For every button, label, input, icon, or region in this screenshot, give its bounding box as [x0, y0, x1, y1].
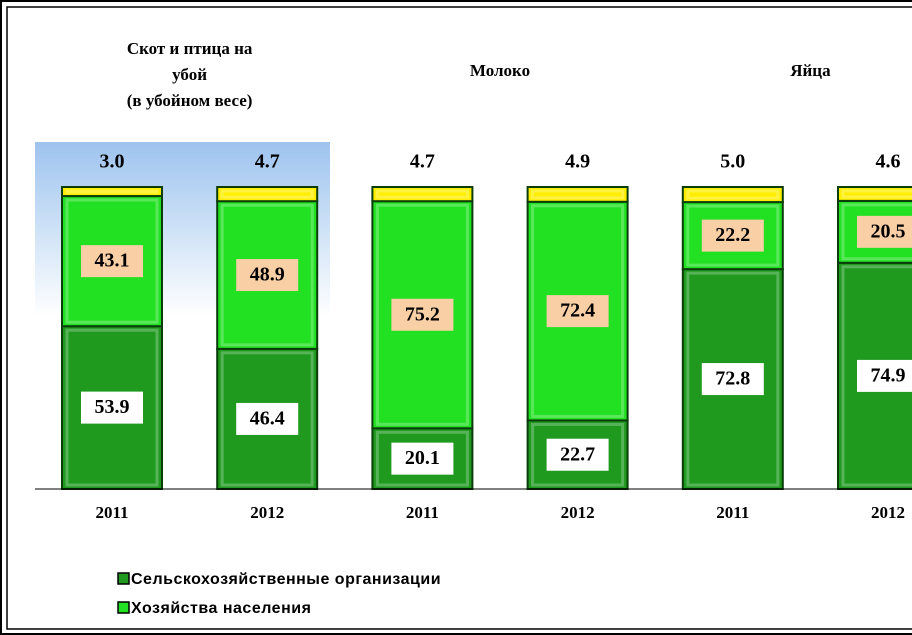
- value-label: 46.4: [250, 408, 285, 430]
- value-label: 43.1: [95, 250, 130, 272]
- legend-label: Хозяйства населения: [131, 600, 311, 617]
- value-label: 20.1: [405, 447, 440, 469]
- value-label-box: [546, 438, 609, 471]
- bar-highlight: [65, 328, 159, 487]
- value-label: 20.5: [871, 220, 906, 242]
- bar-highlight: [65, 198, 159, 324]
- bar-highlight: [686, 204, 780, 267]
- bar-highlight: [220, 203, 314, 347]
- frame-inner: [6, 6, 912, 630]
- value-label-box: [857, 359, 912, 392]
- bar-highlight: [375, 430, 469, 487]
- bar-highlight: [220, 351, 314, 487]
- value-label-box: [546, 295, 609, 328]
- bar-highlight: [686, 271, 780, 487]
- value-label-box: [81, 245, 143, 278]
- bar-highlight: [375, 189, 469, 199]
- value-label-box: [391, 442, 454, 475]
- value-label: 5.0: [720, 151, 745, 173]
- value-label: 22.2: [715, 224, 750, 246]
- bar-segment: [681, 186, 784, 204]
- value-label-box: [236, 259, 299, 292]
- value-label: 53.9: [95, 396, 130, 418]
- value-label-box: [391, 298, 454, 331]
- bar-segment: [61, 186, 163, 198]
- bar-highlight: [65, 189, 159, 194]
- group-title: Скот и птица на убой (в убойном весе): [127, 39, 253, 110]
- value-label: 22.7: [560, 443, 595, 465]
- value-label-box: [701, 363, 764, 396]
- bar-highlight: [531, 422, 625, 487]
- value-label-box: [236, 402, 299, 435]
- bar-highlight: [686, 189, 780, 200]
- bar-segment: [526, 186, 629, 203]
- legend-swatch: [117, 601, 130, 614]
- x-tick-label: 2011: [716, 503, 749, 522]
- x-tick-label: 2011: [406, 503, 439, 522]
- bar-highlight: [841, 203, 912, 261]
- bar-highlight: [220, 189, 314, 199]
- value-label: 48.9: [250, 264, 285, 286]
- group-title: Молоко: [470, 61, 530, 80]
- value-label: 4.7: [410, 151, 435, 173]
- bar-highlight: [531, 204, 625, 418]
- value-label: 4.6: [876, 151, 901, 173]
- bar-segment: [371, 186, 474, 203]
- value-label-box: [81, 391, 143, 424]
- bar-highlight: [841, 265, 912, 487]
- bar-highlight: [841, 189, 912, 199]
- value-label: 72.4: [560, 300, 595, 322]
- value-label-box: [701, 219, 764, 252]
- legend-swatch: [117, 572, 130, 585]
- x-tick-label: 2012: [871, 503, 905, 522]
- value-label-box: [857, 215, 912, 248]
- value-label: 4.9: [565, 151, 590, 173]
- bar-highlight: [375, 203, 469, 426]
- value-label: 4.7: [255, 151, 280, 173]
- value-label: 72.8: [715, 368, 750, 390]
- x-tick-label: 2011: [95, 503, 128, 522]
- bar-segment: [837, 186, 912, 202]
- value-label: 74.9: [871, 364, 906, 386]
- bar-segment: [216, 186, 319, 203]
- legend-label: Сельскохозяйственные организации: [131, 571, 441, 588]
- value-label: 75.2: [405, 303, 440, 325]
- group-title: Яйца: [790, 61, 831, 80]
- bar-highlight: [531, 189, 625, 200]
- value-label: 3.0: [100, 151, 125, 173]
- x-tick-label: 2012: [250, 503, 284, 522]
- x-tick-label: 2012: [561, 503, 595, 522]
